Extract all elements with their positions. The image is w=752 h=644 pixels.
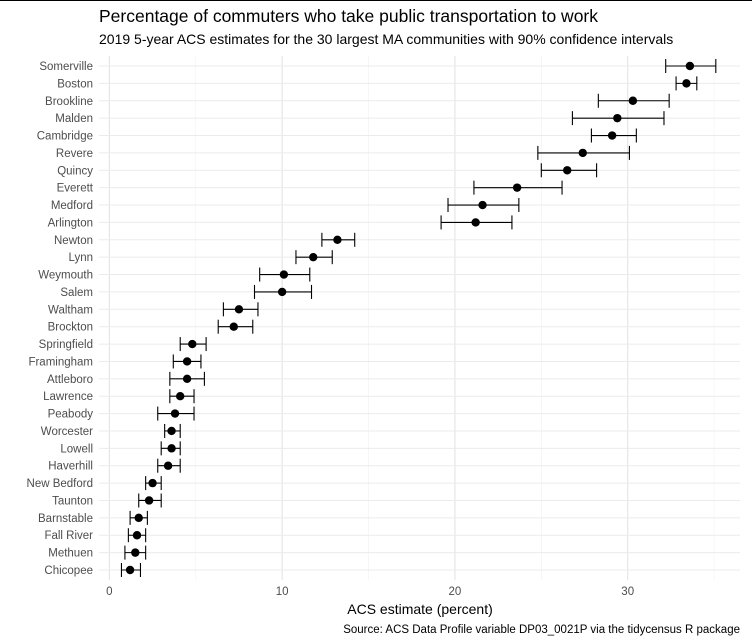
y-tick-label: Barnstable — [38, 513, 93, 525]
y-tick-label: Fall River — [44, 530, 93, 542]
y-tick-label: Revere — [56, 148, 93, 160]
y-tick-label: Springfield — [39, 339, 93, 351]
data-point — [279, 270, 289, 279]
y-tick-label: Arlington — [48, 217, 93, 229]
data-point — [163, 461, 173, 470]
data-point — [167, 444, 176, 453]
y-tick-label: Quincy — [57, 165, 93, 177]
chart-caption: Source: ACS Data Profile variable DP03_0… — [343, 624, 740, 636]
data-point — [563, 166, 572, 175]
x-tick-label: 20 — [449, 586, 462, 598]
y-tick-label: Haverhill — [48, 461, 93, 473]
data-point — [167, 426, 176, 436]
x-tick-label: 10 — [276, 586, 289, 598]
data-point — [134, 513, 143, 523]
y-tick-label: Lynn — [68, 252, 93, 264]
data-point — [333, 235, 342, 244]
data-point — [176, 392, 185, 401]
error-bars — [120, 59, 717, 577]
data-point — [132, 531, 142, 540]
data-point — [125, 565, 135, 575]
data-point — [607, 131, 617, 140]
y-tick-label: Taunton — [52, 495, 93, 507]
y-tick-label: Brockton — [48, 322, 93, 334]
y-tick-label: Salem — [60, 287, 93, 299]
data-point — [478, 200, 487, 210]
y-tick-label: Somerville — [39, 61, 93, 73]
y-tick-label: Attleboro — [47, 374, 93, 386]
data-points — [125, 61, 695, 575]
chart-title: Percentage of commuters who take public … — [99, 6, 598, 26]
x-axis-label: ACS estimate (percent) — [347, 601, 493, 617]
data-point — [182, 374, 192, 384]
data-point — [170, 409, 180, 418]
grid-layer — [99, 56, 740, 580]
data-point — [685, 61, 695, 71]
y-tick-label: Cambridge — [37, 131, 93, 143]
data-point — [229, 322, 238, 331]
y-tick-label: Everett — [57, 183, 94, 195]
y-tick-label: Medford — [51, 200, 93, 212]
y-tick-label: Framingham — [28, 356, 93, 368]
y-tick-label: Lawrence — [43, 391, 93, 403]
top-border — [0, 0, 752, 1]
y-tick-label: Lowell — [60, 443, 93, 455]
x-tick-label: 0 — [106, 586, 112, 598]
y-tick-label: Peabody — [48, 409, 94, 421]
y-tick-labels: Somerville Boston Brookline Malden Cambridge… — [27, 61, 94, 577]
y-tick-label: Brookline — [45, 96, 93, 108]
y-tick-label: Malden — [55, 113, 93, 125]
data-point — [628, 96, 638, 105]
data-point — [277, 287, 287, 297]
y-tick-label: Chicopee — [44, 565, 93, 577]
data-point — [182, 357, 192, 366]
data-point — [682, 79, 691, 88]
chart-subtitle: 2019 5-year ACS estimates for the 30 lar… — [99, 31, 674, 47]
data-point — [613, 113, 622, 123]
x-tick-label: 30 — [621, 586, 634, 598]
data-point — [144, 496, 154, 505]
y-tick-label: Worcester — [41, 426, 93, 438]
y-tick-label: Methuen — [48, 548, 93, 560]
data-point — [131, 548, 140, 557]
data-point — [234, 305, 244, 314]
y-tick-label: Boston — [57, 78, 93, 90]
x-tick-labels: 0 10 20 30 — [106, 586, 634, 598]
data-point — [471, 218, 480, 227]
y-tick-label: Waltham — [48, 304, 93, 316]
y-tick-label: Weymouth — [38, 270, 93, 282]
data-point — [578, 148, 587, 158]
data-point — [309, 252, 318, 262]
y-tick-label: Newton — [54, 235, 93, 247]
data-point — [188, 339, 197, 349]
y-tick-label: New Bedford — [27, 478, 93, 490]
data-point — [512, 183, 522, 192]
data-point — [148, 478, 157, 488]
